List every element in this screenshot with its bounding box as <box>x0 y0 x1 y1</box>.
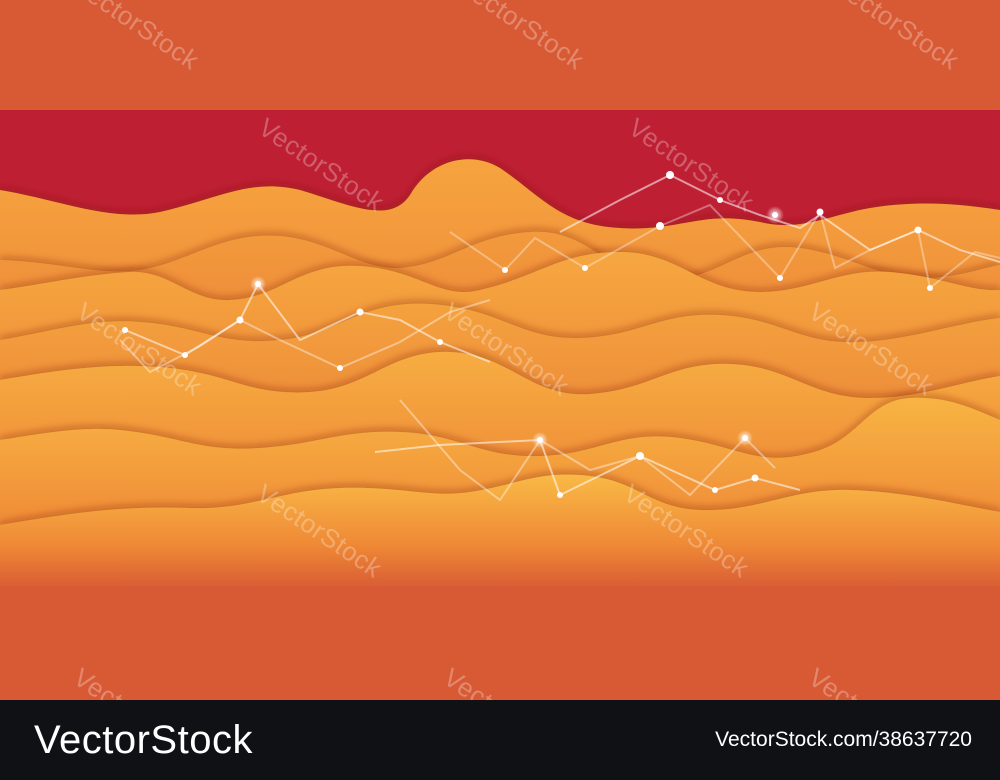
graph-line-middle-low <box>119 299 491 374</box>
graph-line-bottom <box>374 438 801 497</box>
graph-node <box>772 212 778 218</box>
graph-node <box>255 281 261 287</box>
graph-node <box>437 339 443 345</box>
graph-node <box>927 285 933 291</box>
graph-node <box>712 487 718 493</box>
graph-nodes <box>122 171 933 498</box>
graph-line-top-bright <box>559 173 1000 263</box>
graph-node <box>636 452 644 460</box>
graph-node <box>742 435 748 441</box>
graph-node <box>537 437 543 443</box>
wave-illustration <box>0 110 1000 700</box>
graph-node <box>717 197 723 203</box>
graph-line-top <box>449 203 1000 290</box>
graph-node <box>502 267 508 273</box>
graph-node <box>182 352 188 358</box>
graph-node <box>656 222 664 230</box>
graph-node <box>356 308 364 316</box>
graph-node <box>122 327 128 333</box>
line-graph-overlay <box>119 173 1000 502</box>
graph-node <box>666 171 674 179</box>
graph-node <box>751 474 759 482</box>
lower-background <box>0 586 1000 700</box>
graph-line-middle <box>124 282 491 363</box>
graph-node <box>557 492 563 498</box>
graph-node <box>777 275 783 281</box>
graph-node <box>816 208 824 216</box>
graph-node <box>337 365 343 371</box>
brand-logo: VectorStock <box>34 717 253 762</box>
graph-line-bottom-2 <box>399 399 776 502</box>
graph-node <box>236 316 244 324</box>
graph-node <box>582 265 588 271</box>
footer-bar: VectorStock VectorStock.com/38637720 <box>0 700 1000 780</box>
asset-id: VectorStock.com/38637720 <box>715 728 972 751</box>
graph-node <box>914 226 922 234</box>
wave-layer <box>0 474 1000 590</box>
